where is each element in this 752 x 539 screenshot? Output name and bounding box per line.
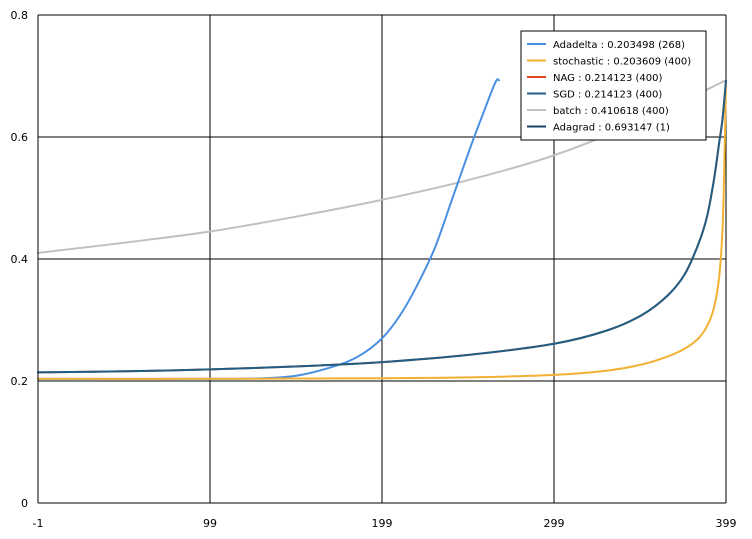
y-tick-label: 0.2 xyxy=(11,375,29,388)
legend-label: stochastic : 0.203609 (400) xyxy=(553,57,691,68)
x-tick-label: -1 xyxy=(33,517,44,530)
series-line-1 xyxy=(37,79,727,380)
legend-label: Adadelta : 0.203498 (268) xyxy=(553,40,685,51)
x-tick-label: 399 xyxy=(716,517,737,530)
axes xyxy=(37,15,726,504)
legend-label: SGD : 0.214123 (400) xyxy=(553,90,662,101)
y-tick-label: 0 xyxy=(21,497,28,510)
x-tick-label: 299 xyxy=(544,517,565,530)
legend-label: batch : 0.410618 (400) xyxy=(553,106,669,117)
y-tick-label: 0.8 xyxy=(11,9,29,22)
series-line-0 xyxy=(37,78,500,380)
series-lines xyxy=(37,78,727,380)
series-line-3 xyxy=(37,79,727,374)
legend-label: Adagrad : 0.693147 (1) xyxy=(553,123,670,134)
legend: Adadelta : 0.203498 (268) stochastic : 0.… xyxy=(520,30,707,141)
y-tick-label: 0.6 xyxy=(11,131,29,144)
y-tick-label: 0.4 xyxy=(11,253,29,266)
legend-box xyxy=(520,30,707,141)
legend-label: NAG : 0.214123 (400) xyxy=(553,73,663,84)
tick-labels: -1 99 199 299 399 0 0.2 0.4 0.6 0.8 xyxy=(11,9,737,530)
x-tick-label: 199 xyxy=(372,517,393,530)
x-tick-label: 99 xyxy=(203,517,217,530)
